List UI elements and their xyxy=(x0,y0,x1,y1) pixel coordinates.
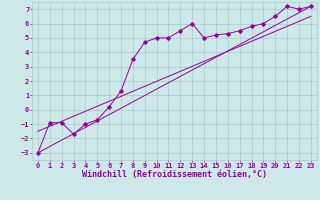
X-axis label: Windchill (Refroidissement éolien,°C): Windchill (Refroidissement éolien,°C) xyxy=(82,170,267,179)
